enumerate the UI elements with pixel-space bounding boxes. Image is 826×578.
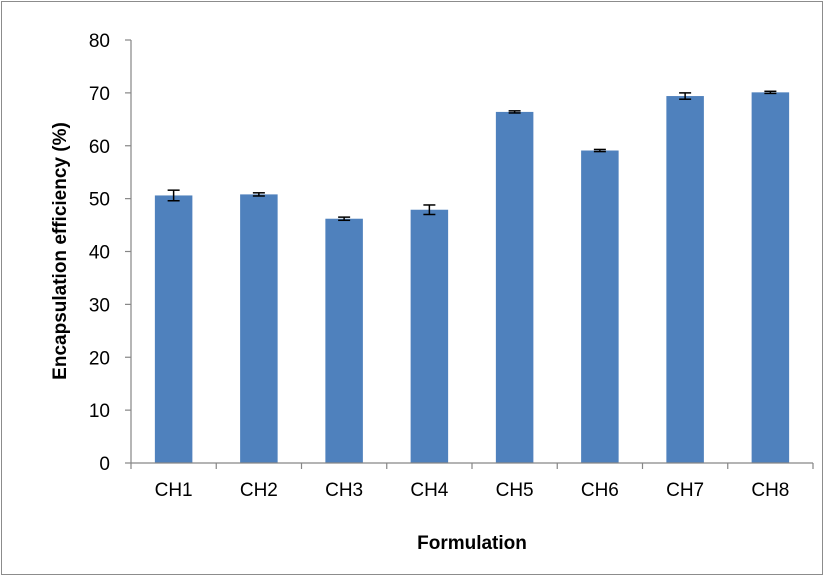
y-tick-label-80: 80 bbox=[89, 31, 110, 52]
x-tick-label-ch3: CH3 bbox=[325, 480, 363, 501]
x-tick-label-ch4: CH4 bbox=[410, 480, 448, 501]
error-bar-ch5 bbox=[508, 110, 521, 114]
bar-ch2 bbox=[240, 194, 278, 463]
y-tick-labels: 0 10 20 30 40 50 60 70 80 bbox=[89, 31, 110, 475]
bar-ch7 bbox=[666, 96, 704, 464]
bar-ch1 bbox=[154, 195, 193, 463]
y-tick-label-60: 60 bbox=[89, 137, 110, 158]
x-tick-label-ch2: CH2 bbox=[240, 480, 278, 501]
error-bar-ch2 bbox=[252, 192, 265, 197]
x-tick-label-ch8: CH8 bbox=[751, 480, 789, 501]
error-bar-ch1 bbox=[167, 189, 180, 202]
error-bar-ch8 bbox=[764, 90, 777, 95]
y-axis-title: Encapsulation efficiency (%) bbox=[50, 122, 71, 380]
error-bar-ch6 bbox=[593, 148, 606, 153]
y-tick-label-70: 70 bbox=[89, 84, 110, 105]
x-tick-labels: CH1 CH2 CH3 CH4 CH5 CH6 CH7 CH8 bbox=[155, 480, 790, 501]
bar-ch8 bbox=[751, 92, 790, 463]
error-bar-ch3 bbox=[338, 216, 351, 222]
error-bars-group bbox=[167, 90, 777, 222]
x-axis-title: Formulation bbox=[417, 533, 527, 554]
y-tick-label-10: 10 bbox=[89, 401, 110, 422]
x-tick-label-ch5: CH5 bbox=[496, 480, 534, 501]
error-bar-ch4 bbox=[423, 204, 436, 216]
x-tick-label-ch1: CH1 bbox=[155, 480, 193, 501]
bar-ch5 bbox=[495, 111, 534, 463]
x-tick-label-ch6: CH6 bbox=[581, 480, 619, 501]
y-tick-label-30: 30 bbox=[89, 295, 110, 316]
y-tick-label-50: 50 bbox=[89, 190, 110, 211]
y-tick-label-0: 0 bbox=[99, 454, 110, 475]
bar-ch4 bbox=[410, 209, 449, 463]
axes-group bbox=[125, 39, 814, 469]
bar-ch6 bbox=[581, 150, 619, 463]
error-bar-ch7 bbox=[679, 92, 692, 100]
y-tick-label-40: 40 bbox=[89, 243, 110, 264]
bar-ch3 bbox=[325, 218, 363, 463]
x-tick-label-ch7: CH7 bbox=[666, 480, 704, 501]
y-tick-label-20: 20 bbox=[89, 348, 110, 369]
bars-group bbox=[154, 92, 790, 464]
